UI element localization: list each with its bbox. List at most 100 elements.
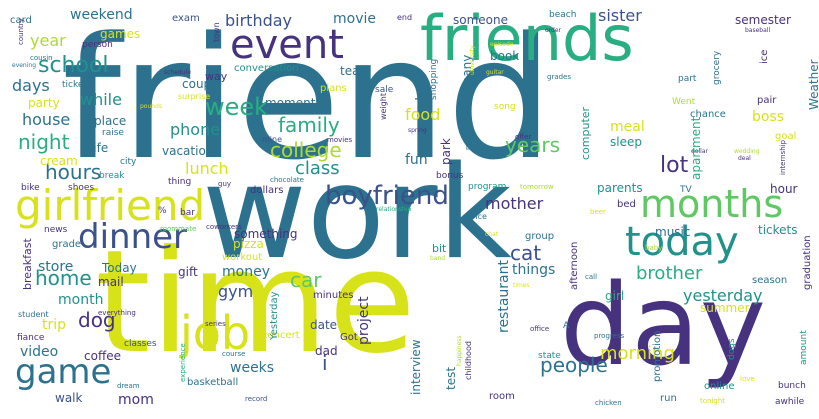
- cloud-word: today: [625, 219, 739, 265]
- cloud-word: mail: [98, 275, 124, 289]
- cloud-word: mine: [262, 135, 283, 144]
- cloud-word: apartment: [689, 116, 703, 180]
- cloud-word: A: [563, 321, 570, 331]
- cloud-word: surprise: [178, 92, 211, 101]
- cloud-word: school: [38, 53, 109, 78]
- cloud-word: girlfriend: [15, 181, 206, 230]
- cloud-word: gym: [218, 282, 254, 301]
- cloud-word: love: [740, 375, 755, 383]
- cloud-word: birthday: [225, 11, 293, 30]
- cloud-word: professor: [464, 117, 472, 150]
- cloud-word: cat: [510, 241, 542, 265]
- cloud-word: relationship: [376, 206, 412, 213]
- cloud-word: university: [469, 45, 476, 75]
- cloud-word: Weather: [807, 59, 819, 110]
- cloud-word: episode: [490, 41, 514, 48]
- cloud-word: basketball: [187, 377, 239, 388]
- cloud-word: progress: [594, 332, 625, 340]
- cloud-word: amount: [799, 330, 809, 365]
- cloud-word: beach: [549, 10, 577, 20]
- cloud-word: city: [120, 157, 137, 167]
- cloud-word: cream: [40, 154, 78, 168]
- cloud-word: bike: [21, 183, 40, 193]
- cloud-word: parents: [597, 181, 643, 195]
- cloud-word: party: [28, 96, 60, 110]
- cloud-word: grades: [547, 73, 572, 81]
- cloud-word: tickets: [758, 223, 798, 237]
- cloud-word: raise: [102, 128, 124, 138]
- cloud-word: chat: [485, 231, 499, 238]
- cloud-word: pizza: [233, 237, 264, 251]
- cloud-word: work: [202, 139, 512, 288]
- cloud-word: night: [18, 130, 70, 154]
- cloud-word: shopping: [429, 58, 439, 100]
- cloud-word: brother: [636, 263, 703, 284]
- cloud-word: bar: [180, 208, 195, 218]
- cloud-word: Went: [672, 97, 696, 107]
- cloud-word: fun: [405, 152, 428, 168]
- cloud-word: person: [82, 40, 113, 50]
- cloud-word: wedding: [734, 148, 760, 155]
- cloud-word: happiness: [456, 335, 463, 366]
- cloud-word: ticket: [62, 80, 87, 90]
- cloud-word: mom: [118, 392, 154, 408]
- cloud-word: boyfriend: [325, 181, 449, 211]
- cloud-word: someone: [453, 13, 508, 27]
- cloud-word: pair: [757, 95, 777, 106]
- cloud-word: course: [222, 350, 246, 358]
- cloud-word: dream: [117, 382, 140, 390]
- cloud-word: student: [18, 310, 49, 319]
- cloud-word: dog: [78, 308, 116, 332]
- cloud-word: guy: [218, 180, 232, 188]
- cloud-word: days: [12, 76, 50, 95]
- cloud-word: lunch: [185, 159, 229, 178]
- cloud-word: weight: [379, 93, 388, 120]
- cloud-word: Yesterday: [269, 291, 280, 340]
- cloud-word: game: [15, 352, 112, 392]
- cloud-word: moment: [265, 96, 316, 110]
- cloud-word: record: [245, 395, 268, 403]
- cloud-word: thing: [168, 177, 192, 187]
- cloud-word: life: [90, 141, 109, 155]
- cloud-word: run: [660, 393, 677, 404]
- cloud-word: online: [704, 381, 735, 392]
- cloud-word: TV: [680, 185, 692, 195]
- cloud-word: people: [540, 353, 608, 377]
- cloud-word: place: [94, 114, 127, 128]
- cloud-word: trip: [42, 317, 67, 333]
- cloud-word: girl: [605, 289, 625, 303]
- cloud-word: dad: [315, 344, 338, 358]
- cloud-word: bonus: [436, 171, 464, 181]
- cloud-word: awhile: [775, 397, 805, 407]
- cloud-word: home: [35, 266, 92, 290]
- cloud-word: program: [468, 182, 507, 192]
- cloud-word: minutes: [313, 290, 354, 301]
- cloud-word: cousin: [30, 54, 53, 62]
- cloud-word: time: [95, 220, 416, 385]
- cloud-word: car: [290, 268, 322, 292]
- cloud-word: yesterday: [683, 286, 763, 305]
- cloud-word: promotion: [652, 330, 663, 382]
- cloud-word: hours: [45, 160, 102, 184]
- cloud-word: offer: [515, 133, 532, 141]
- cloud-word: internship: [779, 139, 787, 175]
- cloud-word: job: [180, 306, 251, 360]
- cloud-word: show: [414, 71, 430, 108]
- cloud-word: childhood: [464, 341, 473, 380]
- cloud-word: event: [230, 22, 344, 68]
- cloud-word: band: [430, 255, 446, 262]
- cloud-word: food: [405, 105, 441, 124]
- cloud-word: card: [10, 15, 32, 26]
- cloud-word: dollar: [691, 148, 708, 155]
- cloud-word: price: [467, 212, 487, 221]
- cloud-word: evening: [12, 62, 37, 69]
- cloud-word: workout: [222, 252, 263, 263]
- cloud-word: couple: [182, 77, 222, 91]
- cloud-word: goal: [775, 131, 797, 142]
- cloud-word: gift: [178, 265, 198, 279]
- cloud-word: friend: [62, 1, 554, 197]
- cloud-word: guitar: [486, 69, 504, 76]
- cloud-word: group: [525, 231, 555, 242]
- cloud-word: movie: [333, 11, 376, 27]
- cloud-word: room: [489, 391, 515, 402]
